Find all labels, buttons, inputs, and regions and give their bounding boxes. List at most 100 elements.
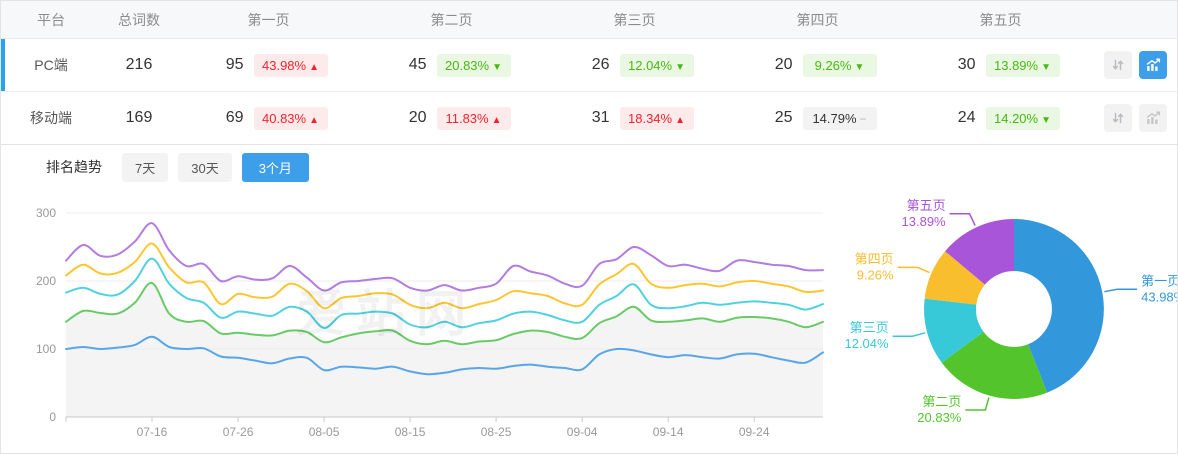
sort-arrows-icon: [1112, 59, 1124, 71]
line-series-第二页累计: [65, 281, 824, 346]
pie-label-第三页: 第三页 12.04%: [844, 320, 889, 351]
page2-count: 45: [408, 56, 427, 73]
page2-change-badge: 11.83% ▲: [436, 106, 511, 130]
up-triangle-icon: ▲: [675, 114, 685, 126]
page4-count: 25: [774, 109, 793, 126]
page4-change-badge: 9.26% ▼: [802, 53, 877, 77]
up-triangle-icon: ▲: [491, 114, 502, 126]
x-tick-label: 08-15: [395, 425, 426, 439]
sort-button[interactable]: [1104, 104, 1132, 132]
total-words-value: 216: [125, 56, 153, 73]
pie-leader-line: [965, 397, 990, 411]
show-trend-button[interactable]: [1139, 51, 1167, 79]
pie-leader-line: [897, 266, 930, 274]
x-tick-label: 07-26: [223, 425, 254, 439]
line-series-第五页累计: [65, 222, 824, 292]
trend-tab-7天[interactable]: 7天: [122, 152, 169, 182]
trend-chart-icon: [1146, 58, 1160, 71]
page5-count: 30: [957, 56, 976, 73]
page3-change-badge: 12.04% ▼: [619, 53, 694, 77]
pie-label-第五页: 第五页 13.89%: [902, 198, 947, 229]
page3-cell: 31 18.34% ▲: [543, 106, 726, 130]
page2-cell: 45 20.83% ▼: [360, 53, 543, 77]
pie-leader-line: [949, 213, 976, 226]
page3-count: 31: [591, 109, 610, 126]
down-triangle-icon: ▼: [854, 61, 865, 73]
table-header-platform: 平台: [37, 11, 65, 28]
page5-cell: 30 13.89% ▼: [909, 53, 1092, 77]
y-tick-label: 300: [36, 206, 56, 220]
page5-change-badge: 14.20% ▼: [985, 106, 1060, 130]
pie-slice-第三页[interactable]: [923, 298, 984, 363]
page5-count: 24: [957, 109, 976, 126]
trend-header: 排名趋势 7天 30天 3个月: [1, 145, 1177, 189]
flat-dash-icon: −: [859, 111, 867, 126]
pie-label-第二页: 第二页 20.83%: [917, 394, 962, 425]
rank-table: 平台 总词数 第一页 第二页 第三页 第四页 第五页 PC端 216 95 43.98% ▲ 4…: [1, 1, 1177, 145]
x-tick-label: 07-16: [137, 425, 168, 439]
table-row-移动端[interactable]: 移动端 169 69 40.83% ▲ 20 11.83% ▲ 31 18.34% ▲ …: [1, 92, 1177, 145]
down-triangle-icon: ▼: [1041, 61, 1051, 73]
sort-button[interactable]: [1104, 51, 1132, 79]
down-triangle-icon: ▼: [1041, 114, 1051, 126]
down-triangle-icon: ▼: [492, 61, 502, 73]
trend-tab-30天[interactable]: 30天: [178, 152, 232, 182]
pie-slice-第五页[interactable]: [945, 219, 1014, 285]
page2-cell: 20 11.83% ▲: [360, 106, 543, 130]
table-header-page2: 第二页: [430, 11, 473, 28]
page2-count: 20: [408, 109, 427, 126]
page4-cell: 25 14.79% −: [726, 106, 909, 130]
chart-area: 0 100 200 300 07-16 07-26 08-05 08-15 08-25 09-04…: [1, 189, 1178, 453]
total-words-value: 169: [125, 109, 153, 126]
page5-change-badge: 13.89% ▼: [985, 53, 1060, 77]
trend-title: 排名趋势: [46, 159, 102, 175]
table-header-page4: 第四页: [796, 11, 839, 28]
y-tick-label: 100: [36, 342, 56, 356]
up-triangle-icon: ▲: [309, 114, 319, 126]
table-header-page5: 第五页: [979, 11, 1022, 28]
pie-slice-第一页[interactable]: [1014, 219, 1104, 393]
pie-leader-line: [892, 332, 926, 337]
x-tick-label: 09-04: [567, 425, 598, 439]
table-row-PC端[interactable]: PC端 216 95 43.98% ▲ 45 20.83% ▼ 26 12.04% ▼ …: [1, 39, 1177, 92]
show-trend-button[interactable]: [1139, 104, 1167, 132]
page4-change-badge: 14.79% −: [802, 106, 877, 130]
page1-change-badge: 43.98% ▲: [253, 53, 328, 77]
row-actions: [1092, 104, 1177, 132]
x-tick-label: 09-14: [653, 425, 684, 439]
x-tick-label: 08-25: [481, 425, 512, 439]
page1-count: 95: [225, 56, 244, 73]
area-fill-第二页累计: [66, 282, 823, 417]
up-triangle-icon: ▲: [309, 61, 319, 73]
page3-count: 26: [591, 56, 610, 73]
line-series-第四页累计: [65, 242, 824, 310]
page3-change-badge: 18.34% ▲: [619, 106, 694, 130]
page1-cell: 95 43.98% ▲: [177, 53, 360, 77]
page3-cell: 26 12.04% ▼: [543, 53, 726, 77]
down-triangle-icon: ▼: [675, 61, 685, 73]
table-header-row: 平台 总词数 第一页 第二页 第三页 第四页 第五页: [1, 1, 1177, 39]
table-header-page1: 第一页: [247, 11, 290, 28]
page2-change-badge: 20.83% ▼: [436, 53, 511, 77]
x-tick-label: 09-24: [739, 425, 770, 439]
line-series-第三页累计: [65, 257, 824, 329]
page1-cell: 69 40.83% ▲: [177, 106, 360, 130]
table-body: PC端 216 95 43.98% ▲ 45 20.83% ▼ 26 12.04% ▼ …: [1, 39, 1177, 145]
row-actions: [1092, 51, 1177, 79]
platform-label: PC端: [34, 57, 68, 73]
trend-chart-icon: [1146, 111, 1160, 124]
pie-leader-line: [1104, 288, 1138, 293]
y-tick-label: 200: [36, 274, 56, 288]
trend-tab-3个月[interactable]: 3个月: [241, 152, 309, 182]
trend-range-tabs: 7天 30天 3个月: [122, 152, 309, 182]
rank-trend-line-chart: 0 100 200 300 07-16 07-26 08-05 08-15 08-25 09-04…: [36, 206, 824, 439]
page1-change-badge: 40.83% ▲: [253, 106, 328, 130]
page4-cell: 20 9.26% ▼: [726, 53, 909, 77]
pie-label-第四页: 第四页 9.26%: [855, 251, 894, 282]
line-series-第一页: [65, 335, 824, 376]
pie-slice-第四页[interactable]: [924, 251, 985, 305]
page5-cell: 24 14.20% ▼: [909, 106, 1092, 130]
pie-slice-第二页[interactable]: [941, 331, 1048, 399]
